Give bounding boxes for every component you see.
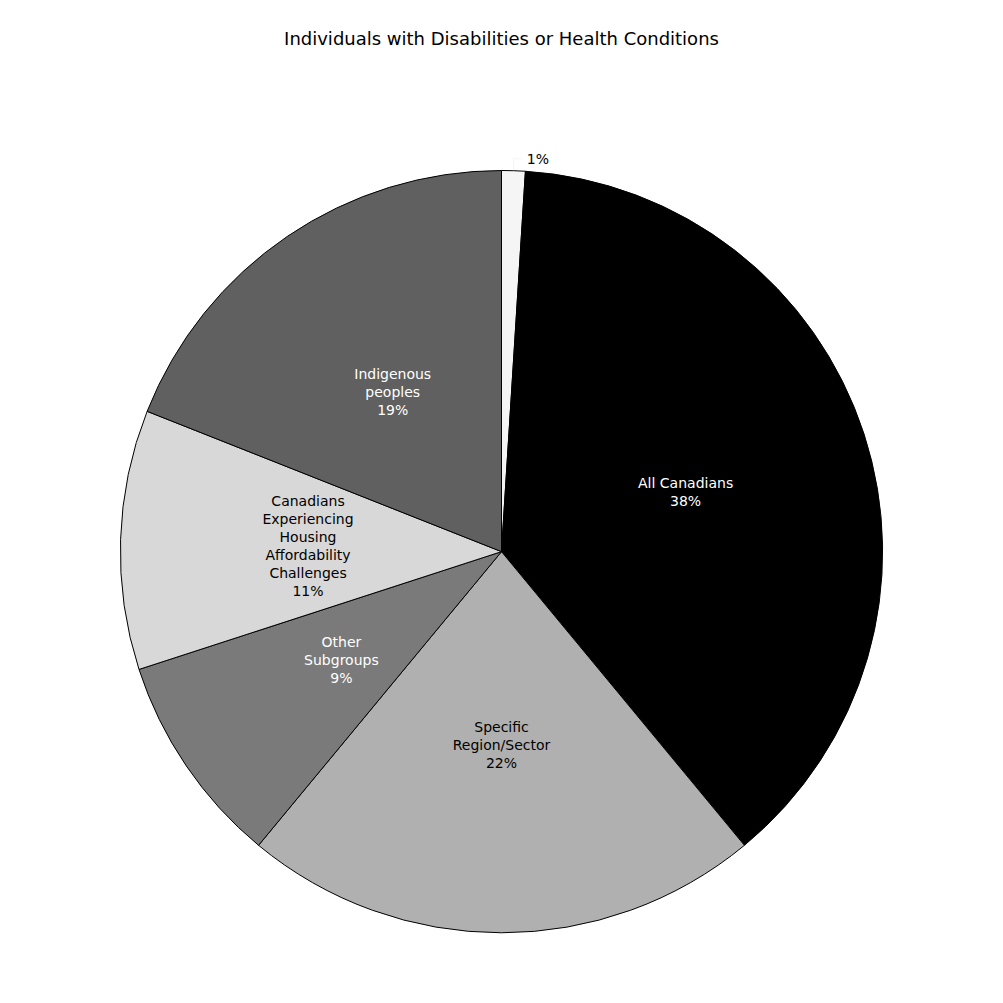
svg-text:1%: 1% xyxy=(527,151,549,167)
svg-text:11%: 11% xyxy=(292,583,323,599)
svg-text:22%: 22% xyxy=(486,755,517,771)
svg-text:peoples: peoples xyxy=(365,384,420,400)
svg-text:Other: Other xyxy=(322,634,362,650)
svg-text:Affordability: Affordability xyxy=(265,547,350,563)
svg-text:Canadians: Canadians xyxy=(271,493,344,509)
svg-text:Subgroups: Subgroups xyxy=(304,652,379,668)
svg-text:19%: 19% xyxy=(377,402,408,418)
svg-text:9%: 9% xyxy=(330,670,352,686)
svg-text:Specific: Specific xyxy=(474,719,529,735)
svg-text:Challenges: Challenges xyxy=(269,565,346,581)
svg-text:All Canadians: All Canadians xyxy=(638,475,733,491)
svg-text:Experiencing: Experiencing xyxy=(262,511,353,527)
svg-text:Indigenous: Indigenous xyxy=(354,366,431,382)
svg-text:Region/Sector: Region/Sector xyxy=(453,737,551,753)
svg-text:38%: 38% xyxy=(670,493,701,509)
svg-text:Housing: Housing xyxy=(280,529,337,545)
svg-text:Individuals with Disabilities: Individuals with Disabilities or Health … xyxy=(284,28,719,49)
